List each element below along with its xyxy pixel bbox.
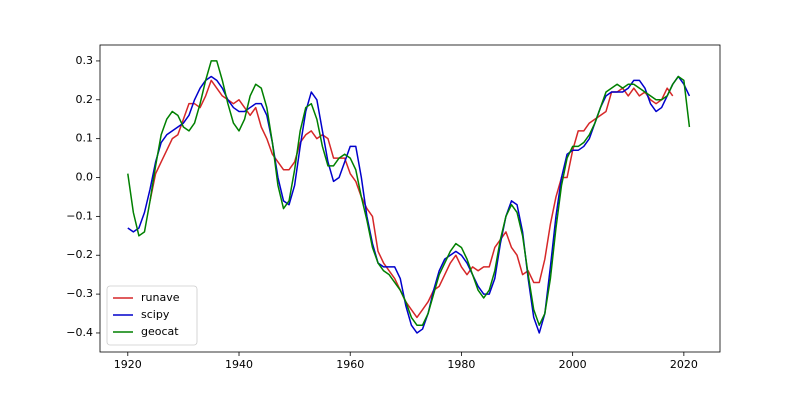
legend-label: geocat — [141, 325, 179, 338]
x-tick-label: 2020 — [670, 358, 698, 371]
x-tick-label: 2000 — [559, 358, 587, 371]
x-tick-label: 1960 — [336, 358, 364, 371]
legend-label: scipy — [141, 308, 170, 321]
y-tick-label: 0.0 — [76, 171, 94, 184]
x-tick-label: 1980 — [447, 358, 475, 371]
y-tick-label: 0.2 — [76, 93, 94, 106]
y-tick-label: −0.4 — [66, 326, 93, 339]
y-tick-label: −0.1 — [66, 209, 93, 222]
legend-label: runave — [141, 291, 180, 304]
plot-frame — [99, 44, 721, 353]
series-line — [127, 60, 691, 326]
y-tick-label: 0.1 — [76, 132, 94, 145]
legend-box — [106, 285, 198, 346]
series-line — [149, 79, 674, 319]
y-tick-label: −0.2 — [66, 248, 93, 261]
x-tick-label: 1940 — [225, 358, 253, 371]
y-tick-label: 0.3 — [76, 54, 94, 67]
y-tick-label: −0.3 — [66, 287, 93, 300]
x-tick-label: 1920 — [114, 358, 142, 371]
